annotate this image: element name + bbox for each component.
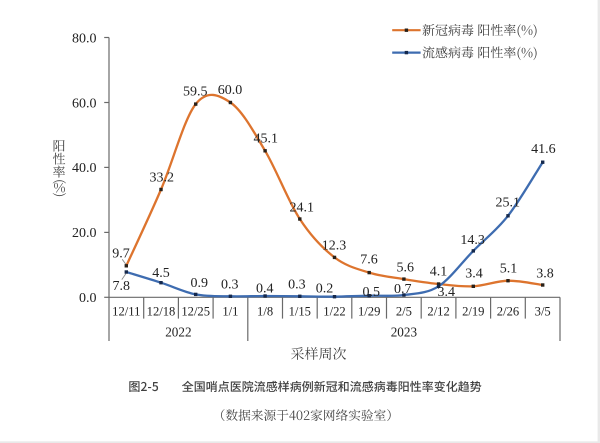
svg-text:1/1: 1/1 [222, 304, 238, 318]
svg-text:0.3: 0.3 [221, 277, 239, 292]
svg-text:33.2: 33.2 [149, 170, 174, 185]
svg-text:12/11: 12/11 [112, 304, 140, 318]
svg-text:5.1: 5.1 [500, 262, 518, 277]
svg-text:25.1: 25.1 [495, 196, 520, 211]
svg-text:7.8: 7.8 [113, 279, 131, 294]
svg-text:60.0: 60.0 [218, 83, 243, 98]
svg-text:59.5: 59.5 [183, 84, 208, 99]
svg-text:4.5: 4.5 [152, 266, 170, 281]
svg-text:2/19: 2/19 [462, 304, 484, 318]
svg-text:2022: 2022 [165, 324, 191, 339]
svg-text:3.4: 3.4 [438, 285, 456, 300]
svg-text:5.6: 5.6 [396, 261, 414, 276]
svg-text:2/5: 2/5 [396, 304, 412, 318]
svg-text:3.8: 3.8 [536, 267, 554, 282]
svg-text:40.0: 40.0 [72, 161, 97, 176]
svg-text:12/18: 12/18 [147, 304, 176, 318]
svg-text:1/15: 1/15 [289, 304, 311, 318]
svg-text:2/12: 2/12 [427, 304, 449, 318]
svg-text:0.0: 0.0 [79, 291, 97, 306]
svg-text:1/8: 1/8 [257, 304, 273, 318]
svg-text:0.2: 0.2 [316, 282, 334, 297]
svg-text:1/22: 1/22 [323, 304, 345, 318]
svg-text:0.9: 0.9 [191, 276, 209, 291]
svg-text:20.0: 20.0 [72, 226, 97, 241]
svg-text:0.3: 0.3 [288, 277, 306, 292]
svg-text:4.1: 4.1 [430, 265, 448, 280]
svg-text:41.6: 41.6 [531, 142, 556, 157]
svg-text:3/5: 3/5 [535, 304, 551, 318]
svg-text:2/26: 2/26 [497, 304, 519, 318]
svg-text:0.4: 0.4 [256, 282, 274, 297]
svg-text:60.0: 60.0 [72, 96, 97, 111]
svg-text:9.7: 9.7 [112, 247, 130, 262]
svg-text:1/29: 1/29 [358, 304, 380, 318]
svg-text:12.3: 12.3 [322, 238, 347, 253]
svg-text:3.4: 3.4 [465, 267, 483, 282]
svg-text:45.1: 45.1 [254, 131, 279, 146]
svg-text:24.1: 24.1 [290, 200, 315, 215]
svg-text:80.0: 80.0 [72, 31, 97, 46]
svg-text:0.7: 0.7 [394, 282, 412, 297]
svg-text:14.3: 14.3 [460, 233, 485, 248]
svg-text:12/25: 12/25 [181, 304, 210, 318]
svg-text:2023: 2023 [391, 324, 418, 339]
svg-text:0.5: 0.5 [363, 285, 381, 300]
svg-text:7.6: 7.6 [360, 252, 378, 267]
